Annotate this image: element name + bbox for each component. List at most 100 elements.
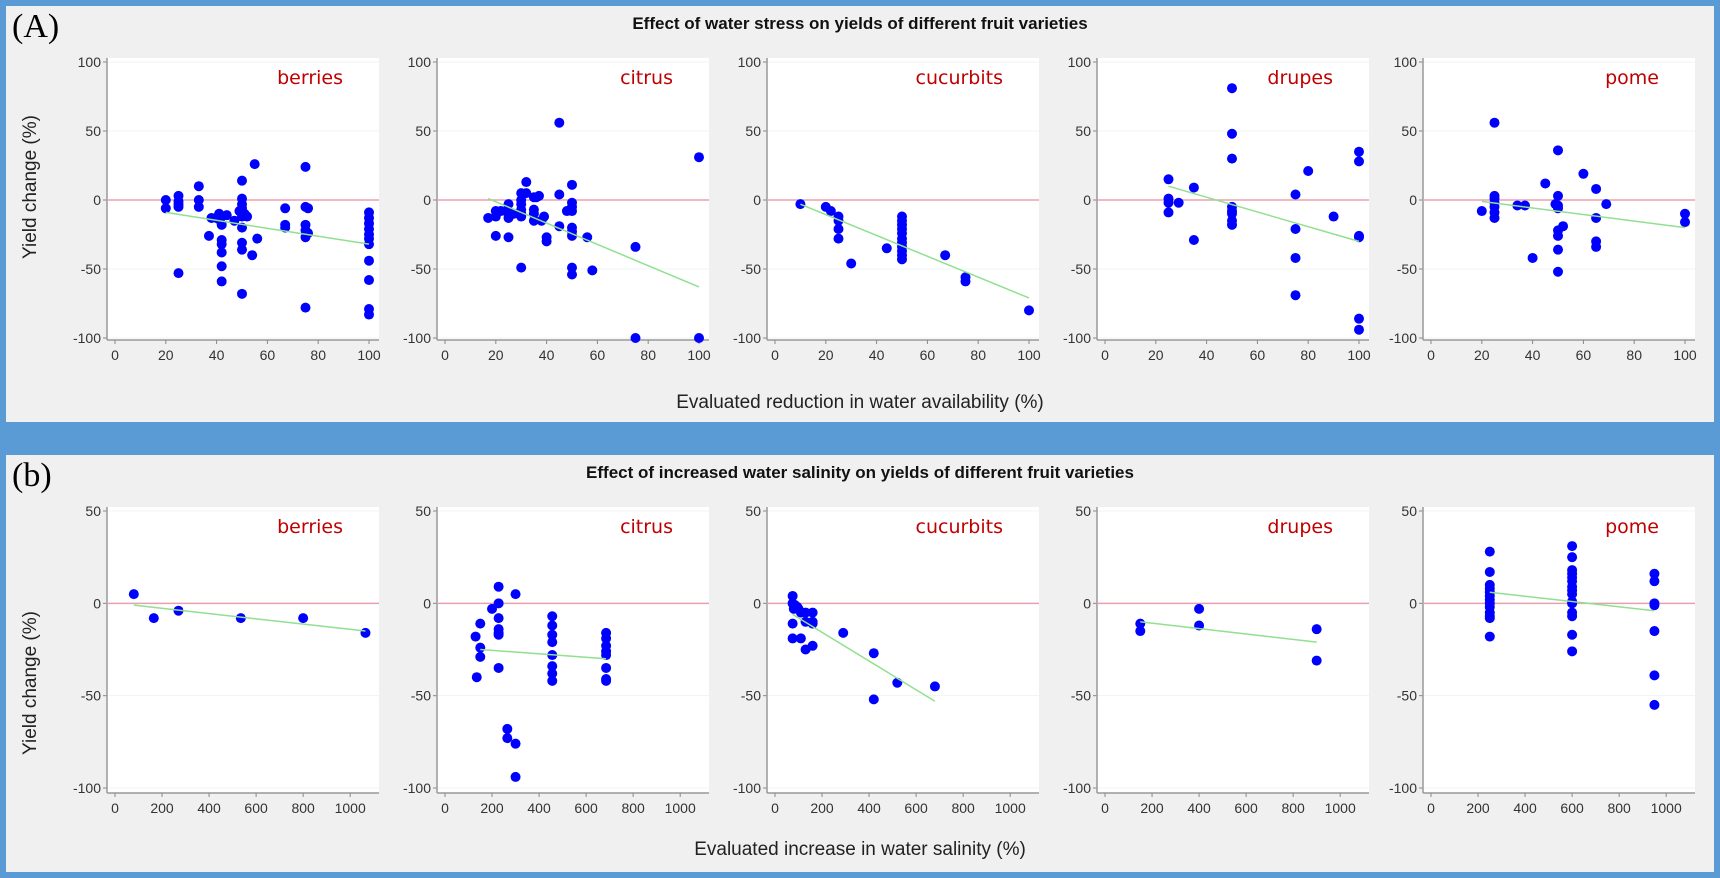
data-point: [567, 269, 577, 280]
data-point: [795, 633, 806, 644]
data-point: [547, 629, 558, 640]
x-tick-label: 800: [1607, 800, 1631, 816]
plot-area: [767, 58, 1039, 340]
data-point: [148, 613, 159, 624]
data-point: [533, 190, 544, 201]
y-tick-label: -50: [1071, 261, 1091, 277]
data-point: [364, 275, 374, 286]
data-point: [237, 237, 247, 248]
data-point: [1567, 646, 1578, 657]
y-tick-label: -100: [403, 780, 431, 796]
data-point: [1227, 153, 1237, 164]
y-tick-label: -100: [403, 330, 431, 346]
data-point: [1163, 197, 1174, 208]
data-point: [1354, 232, 1364, 243]
trend-line: [165, 211, 370, 245]
data-point: [601, 633, 612, 644]
data-point: [1680, 217, 1690, 228]
x-tick-label: 20: [1474, 347, 1490, 363]
data-point: [1540, 178, 1551, 189]
plot-area: [1097, 58, 1369, 340]
y-tick-label: 0: [93, 595, 101, 611]
data-point: [539, 211, 550, 222]
data-point: [1680, 208, 1690, 219]
x-tick-label: 100: [1347, 347, 1371, 363]
y-tick-label: -100: [733, 780, 761, 796]
data-point: [1163, 207, 1174, 218]
y-tick-label: -50: [1397, 688, 1417, 704]
data-point: [554, 117, 565, 128]
x-tick-label: 1000: [665, 800, 696, 816]
data-point: [541, 236, 552, 247]
data-point: [547, 620, 558, 631]
data-point: [1519, 200, 1530, 211]
trend-line: [1140, 621, 1317, 643]
x-tick-label: 20: [158, 347, 174, 363]
x-tick-label: 0: [1101, 800, 1109, 816]
data-point: [601, 650, 612, 661]
x-tick-label: 400: [527, 800, 551, 816]
y-tick-label: 50: [1401, 503, 1417, 519]
data-point: [1311, 624, 1322, 635]
data-point: [193, 181, 204, 192]
x-tick-label: 100: [687, 347, 711, 363]
y-tick-label: 100: [408, 54, 432, 70]
x-tick-label: 60: [260, 347, 276, 363]
data-point: [1484, 546, 1495, 557]
data-point: [1553, 266, 1563, 277]
data-point: [547, 661, 558, 672]
x-tick-label: 400: [857, 800, 881, 816]
trend-line: [1489, 591, 1655, 612]
y-tick-label: 0: [753, 192, 761, 208]
scatter-panel-berries: -100 -50 0 50 0 200 400 600 800 1000 berries: [73, 503, 379, 816]
data-point: [630, 241, 641, 252]
data-point: [510, 771, 521, 782]
x-tick-label: 0: [441, 800, 449, 816]
data-point: [1567, 629, 1578, 640]
y-tick-label: -50: [741, 261, 761, 277]
x-tick-label: 200: [480, 800, 504, 816]
data-point: [300, 161, 311, 172]
data-point: [502, 733, 513, 744]
section-b-salinity: (b) Effect of increased water salinity o…: [6, 455, 1714, 872]
data-point: [493, 629, 504, 640]
data-point: [1591, 241, 1602, 252]
x-tick-label: 800: [621, 800, 645, 816]
category-label: pome: [1605, 67, 1659, 89]
x-tick-label: 100: [1673, 347, 1697, 363]
data-point: [493, 662, 504, 673]
category-label: drupes: [1267, 67, 1333, 89]
x-axis-label: Evaluated reduction in water availabilit…: [676, 392, 1044, 413]
trend-line: [133, 604, 366, 632]
x-tick-label: 600: [574, 800, 598, 816]
x-tick-label: 800: [951, 800, 975, 816]
data-point: [303, 203, 314, 214]
data-point: [1591, 212, 1602, 223]
x-tick-label: 600: [244, 800, 268, 816]
data-point: [1591, 183, 1602, 194]
section-letter: (A): [12, 8, 60, 45]
trend-line: [480, 648, 607, 660]
data-point: [483, 212, 494, 223]
trend-line: [792, 613, 936, 702]
x-axis-label: Evaluated increase in water salinity (%): [694, 839, 1026, 860]
data-point: [1649, 699, 1660, 710]
category-label: citrus: [620, 516, 673, 538]
data-point: [1227, 83, 1237, 94]
data-point: [800, 607, 811, 618]
data-point: [630, 333, 641, 343]
y-tick-label: 100: [1068, 54, 1092, 70]
section-title: Effect of increased water salinity on yi…: [586, 463, 1134, 482]
data-point: [1601, 199, 1612, 210]
x-tick-label: 80: [310, 347, 326, 363]
data-point: [833, 223, 844, 234]
data-point: [787, 633, 798, 644]
category-label: pome: [1605, 516, 1659, 538]
data-point: [1489, 212, 1500, 223]
x-tick-label: 1000: [335, 800, 366, 816]
y-tick-label: -100: [73, 780, 101, 796]
category-label: citrus: [620, 67, 673, 89]
data-point: [897, 254, 907, 265]
data-point: [1303, 166, 1314, 177]
data-point: [1354, 146, 1364, 157]
